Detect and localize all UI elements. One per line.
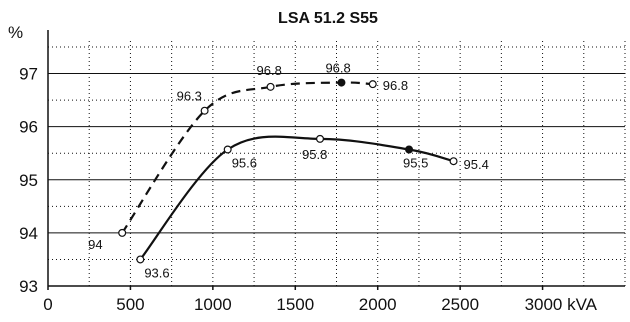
y-tick-labels: 93 94 95 96 97: [19, 65, 38, 296]
data-point: [223, 145, 232, 154]
x-tick-label: 2500: [441, 295, 479, 314]
data-label: 95.4: [464, 157, 489, 172]
axes: [47, 30, 625, 290]
data-label: 93.6: [144, 265, 169, 280]
series-group: 94 96.3 96.8 96.8 96.8 93.6 95.6 95.8 95.5 95.4: [88, 61, 489, 281]
x-tick-label: 2000: [359, 295, 397, 314]
data-point: [316, 134, 325, 143]
series-line-solid: [139, 135, 454, 261]
data-label: 96.8: [383, 78, 408, 93]
data-label: 95.5: [403, 156, 428, 171]
y-tick-label: 96: [19, 118, 38, 137]
y-unit-label: %: [8, 23, 23, 42]
data-label: 95.6: [232, 156, 257, 171]
data-label: 95.8: [302, 147, 327, 162]
data-point: [368, 80, 377, 89]
y-tick-label: 94: [19, 224, 38, 243]
grid: [48, 41, 626, 287]
data-label: 96.8: [325, 61, 350, 76]
data-point: [136, 255, 145, 264]
data-point: [405, 145, 414, 154]
x-tick-label: 3000 kVA: [525, 295, 598, 314]
y-tick-label: 93: [19, 277, 38, 296]
data-point: [118, 228, 127, 237]
data-point: [337, 78, 346, 87]
x-tick-label: 1000: [194, 295, 232, 314]
data-label: 96.8: [257, 63, 282, 78]
data-label: 94: [88, 237, 102, 252]
x-tick-label: 0: [43, 295, 52, 314]
y-tick-label: 95: [19, 171, 38, 190]
y-tick-label: 97: [19, 65, 38, 84]
x-tick-labels: 0 500 1000 1500 2000 2500 3000 kVA: [43, 295, 597, 314]
data-point: [200, 106, 209, 115]
chart-title: LSA 51.2 S55: [278, 10, 378, 27]
x-tick-label: 500: [116, 295, 144, 314]
data-point: [449, 157, 458, 166]
data-point: [266, 82, 275, 91]
data-label: 96.3: [177, 89, 202, 104]
x-tick-label: 1500: [276, 295, 314, 314]
